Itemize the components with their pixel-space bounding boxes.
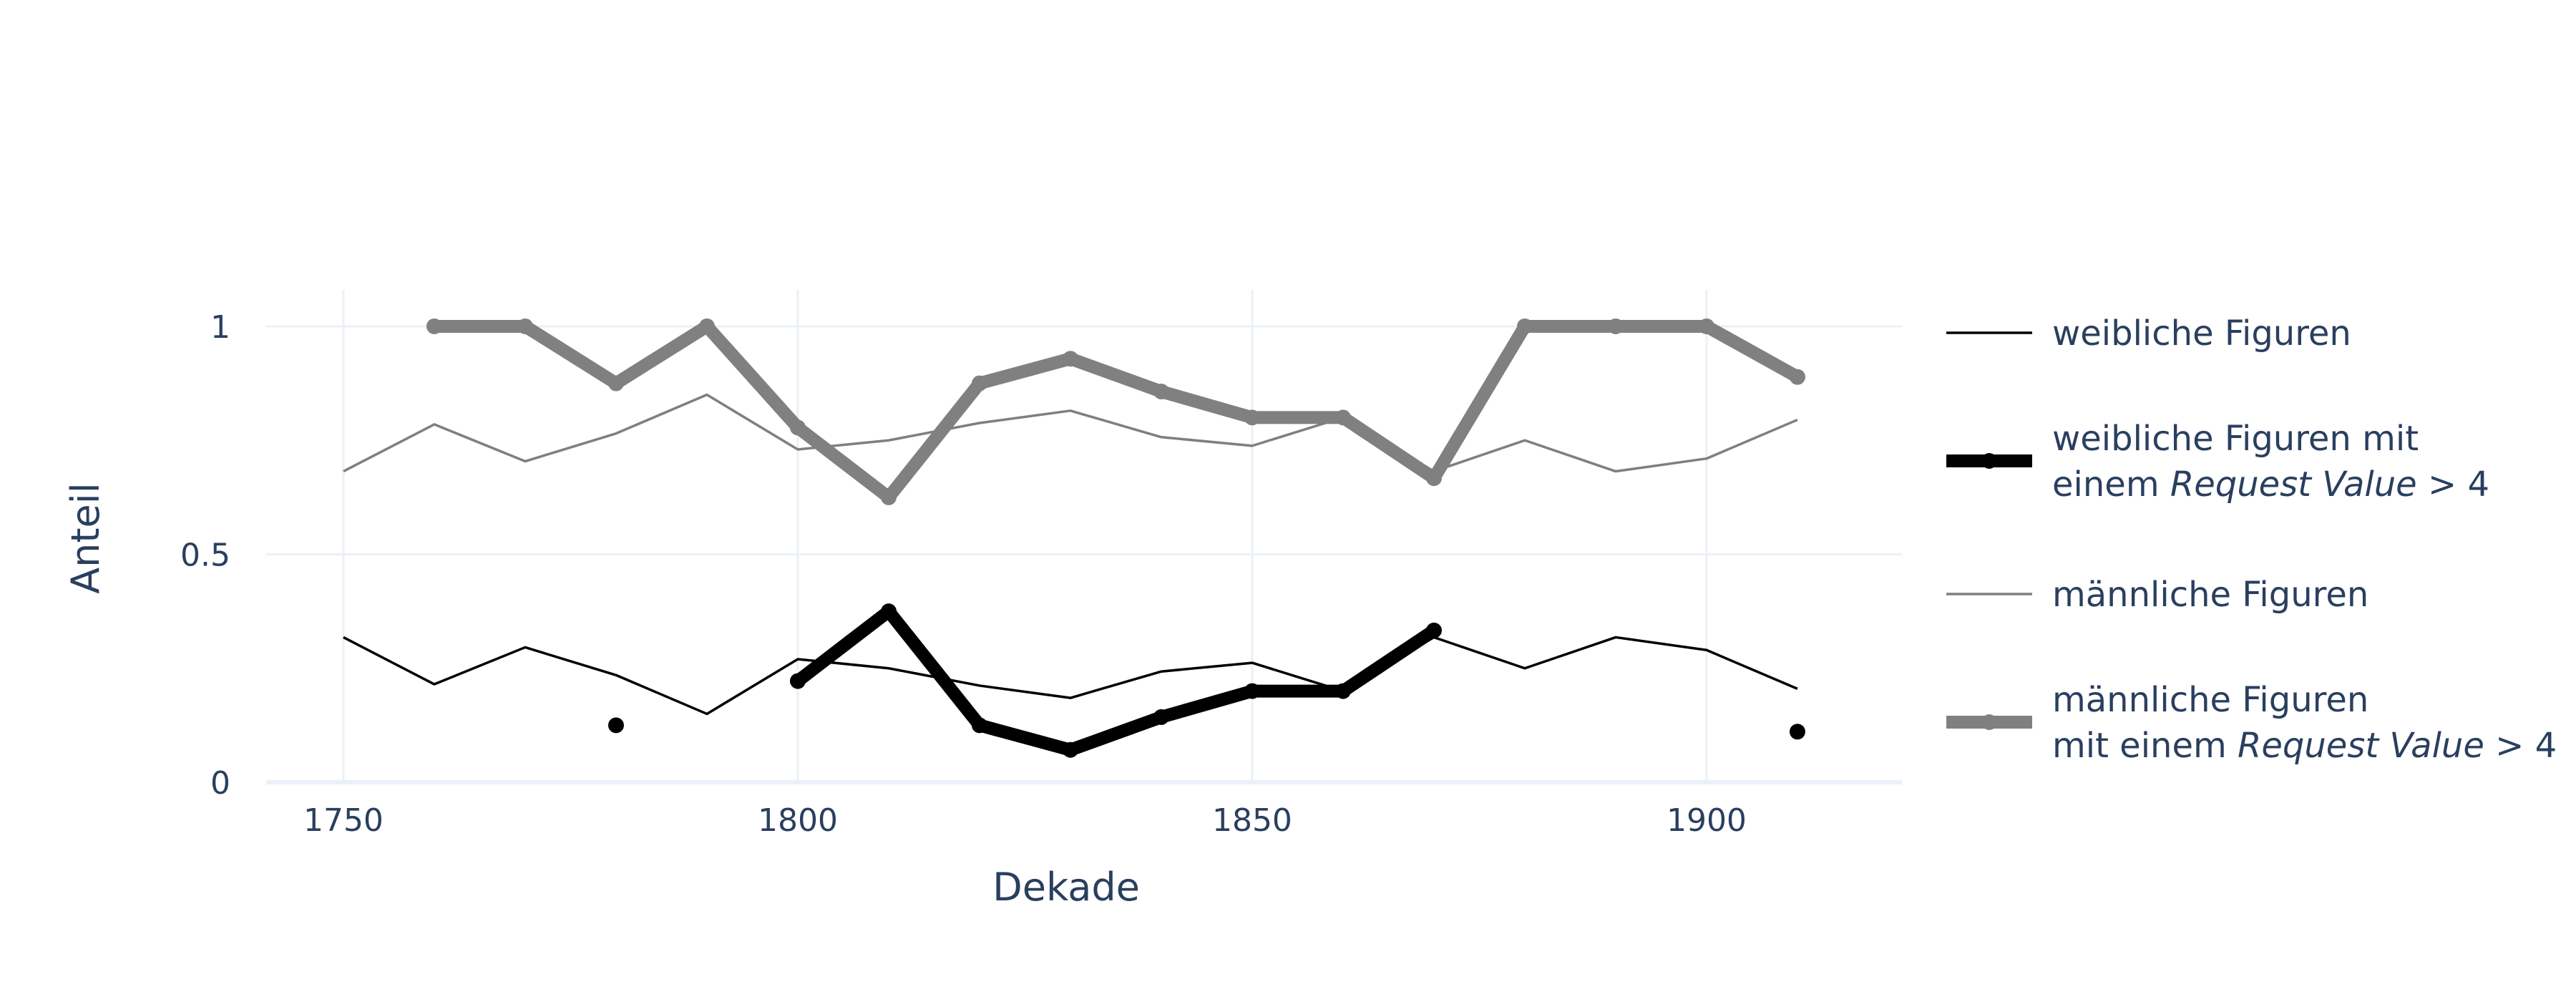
series-1	[343, 636, 1798, 716]
legend-marker	[1981, 453, 1997, 469]
data-point	[971, 717, 987, 734]
legend-item-4: männliche Figuren mit einem Request Value…	[1946, 680, 2557, 766]
x-axis-title: Dekade	[992, 865, 1140, 910]
series-2	[608, 603, 1805, 758]
y-tick-label: 1	[210, 309, 230, 346]
data-point	[880, 603, 897, 620]
series-line	[343, 636, 1798, 716]
data-point	[1062, 351, 1078, 367]
data-point	[608, 717, 624, 734]
data-point	[971, 375, 987, 391]
x-tick-label: 1800	[758, 802, 838, 839]
plot-area	[343, 318, 1805, 758]
data-point	[517, 318, 533, 334]
data-point	[880, 489, 897, 505]
x-tick-label: 1900	[1667, 802, 1747, 839]
legend-label: männliche Figuren	[2052, 575, 2368, 615]
series-4	[426, 318, 1805, 505]
data-point	[1789, 369, 1805, 385]
legend-item-3: männliche Figuren	[1946, 575, 2368, 615]
legend-label: mit einem Request Value > 4	[2052, 726, 2557, 766]
data-point	[1516, 318, 1533, 334]
data-point	[1335, 683, 1351, 699]
y-tick-label: 0	[210, 765, 230, 802]
data-point	[1062, 741, 1078, 758]
data-point	[698, 318, 715, 334]
legend: weibliche Figuren weibliche Figuren mit ei…	[1946, 313, 2557, 766]
data-point	[1425, 470, 1442, 487]
data-point	[1789, 724, 1805, 740]
data-point	[1335, 409, 1351, 426]
data-point	[1698, 318, 1714, 334]
data-point	[1153, 709, 1169, 725]
series-3	[343, 393, 1798, 473]
data-point	[1244, 409, 1260, 426]
series-line	[434, 319, 1801, 504]
data-point	[426, 318, 442, 334]
data-point	[1425, 622, 1442, 638]
axes: 1750 1800 1850 1900 0 0.5 1	[180, 309, 1747, 839]
x-tick-label: 1850	[1212, 802, 1292, 839]
legend-item-1: weibliche Figuren	[1946, 313, 2351, 354]
data-point	[789, 419, 806, 436]
legend-marker	[1981, 714, 1997, 730]
legend-item-2: weibliche Figuren mit einem Request Value…	[1946, 419, 2489, 505]
data-point	[789, 673, 806, 689]
legend-label: weibliche Figuren mit	[2052, 419, 2419, 459]
x-tick-label: 1750	[303, 802, 384, 839]
data-point	[1153, 384, 1169, 400]
data-point	[1607, 318, 1624, 334]
data-point	[1244, 683, 1260, 699]
y-tick-label: 0.5	[180, 537, 230, 573]
legend-label: männliche Figuren	[2052, 680, 2368, 720]
data-point	[608, 375, 624, 391]
legend-label: weibliche Figuren	[2052, 313, 2351, 354]
series-line	[794, 605, 1438, 757]
series-line	[343, 393, 1798, 473]
legend-label: einem Request Value > 4	[2052, 464, 2489, 505]
y-axis-title: Anteil	[63, 482, 108, 594]
